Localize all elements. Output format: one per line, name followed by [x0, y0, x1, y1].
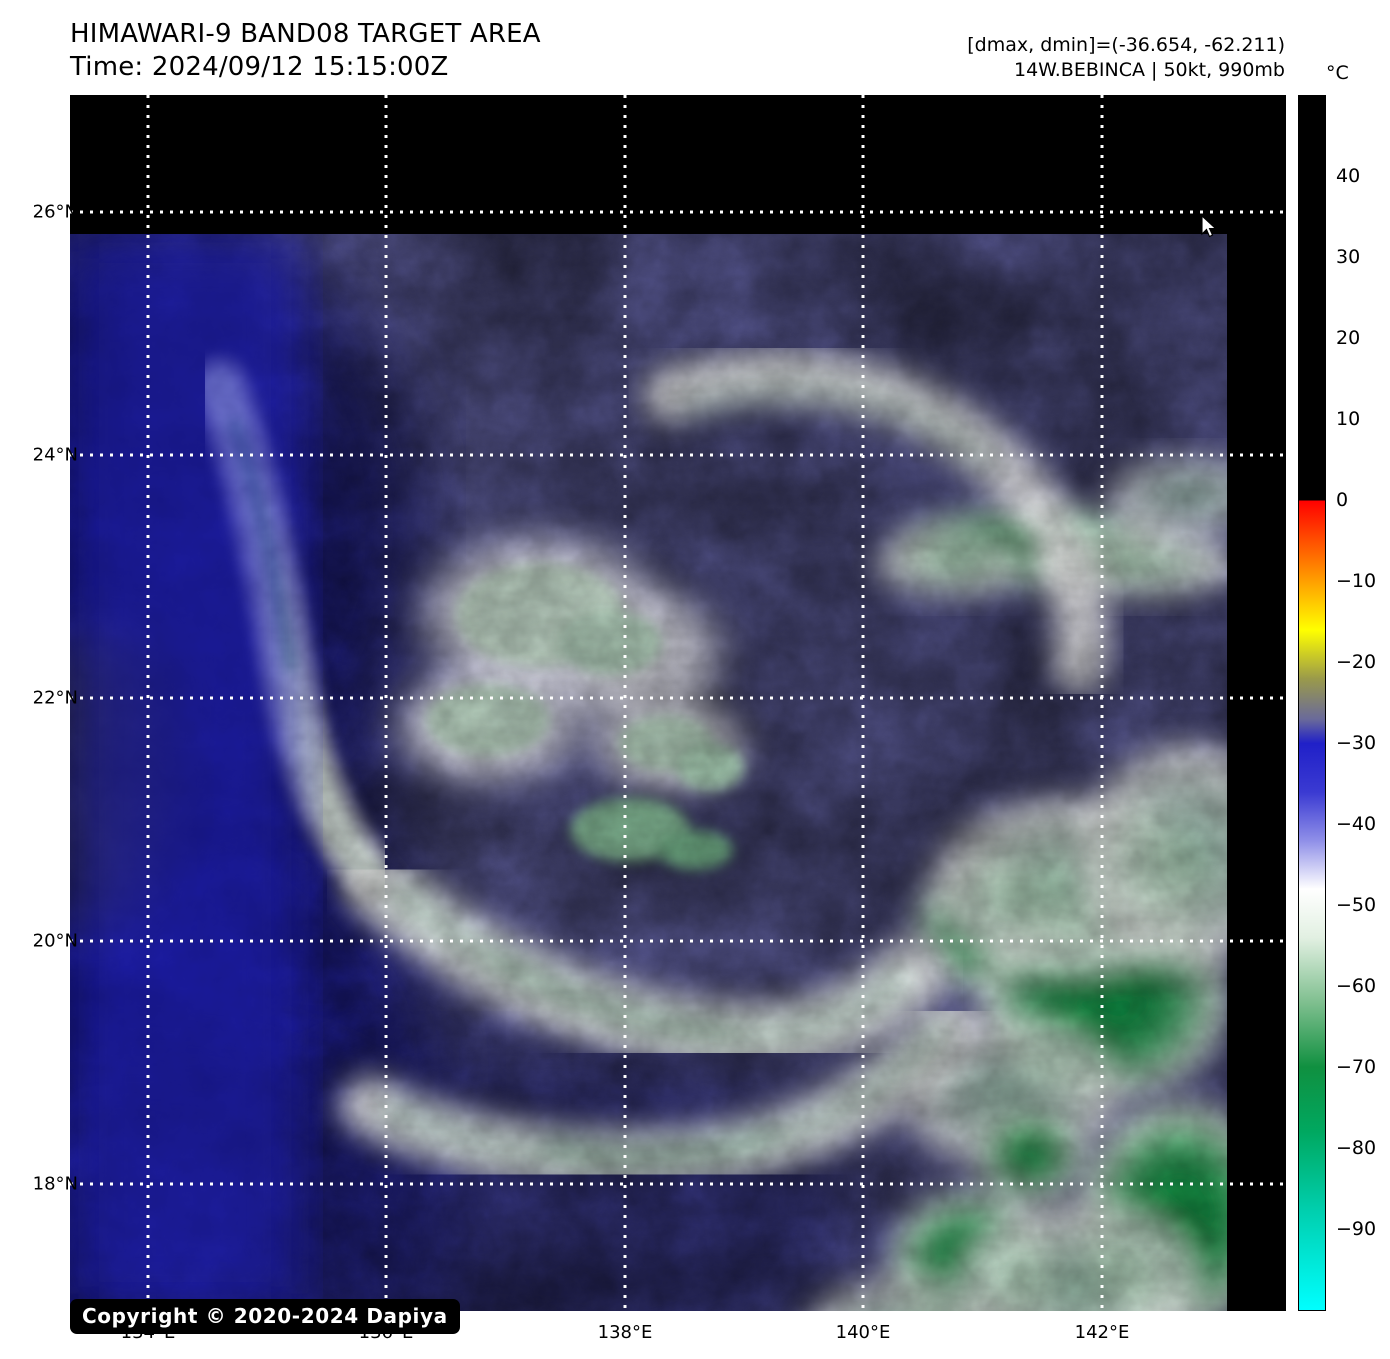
cbtick-m40: −40 — [1336, 813, 1377, 835]
cbtick-m90: −90 — [1336, 1218, 1377, 1240]
timestamp-label: Time: 2024/09/12 15:15:00Z — [70, 52, 449, 82]
dmax-dmin-label: [dmax, dmin]=(-36.654, -62.211) — [967, 34, 1285, 56]
mouse-pointer-icon — [1201, 215, 1217, 238]
cbtick-20: 20 — [1336, 327, 1361, 349]
cbtick-m10: −10 — [1336, 570, 1377, 592]
cbtick-0: 0 — [1336, 489, 1349, 511]
satellite-raster — [70, 95, 1286, 1311]
ytick-18n: 18°N — [32, 1173, 78, 1195]
cbtick-40: 40 — [1336, 165, 1361, 187]
xtick-138e: 138°E — [597, 1322, 653, 1343]
colorbar[interactable] — [1298, 95, 1326, 1311]
colorbar-unit-label: °C — [1326, 62, 1349, 84]
ytick-22n: 22°N — [32, 687, 78, 709]
cbtick-30: 30 — [1336, 246, 1361, 268]
cbtick-m50: −50 — [1336, 894, 1377, 916]
storm-info-label: 14W.BEBINCA | 50kt, 990mb — [1013, 59, 1285, 81]
satellite-image-plot[interactable] — [70, 95, 1286, 1311]
colorbar-gradient — [1299, 96, 1325, 1310]
xtick-142e: 142°E — [1074, 1322, 1130, 1343]
header-title-block: HIMAWARI-9 BAND08 TARGET AREA Time: 2024… — [70, 18, 541, 84]
map-gridlines — [70, 95, 1286, 1311]
cbtick-m60: −60 — [1336, 975, 1377, 997]
cbtick-m80: −80 — [1336, 1137, 1377, 1159]
ytick-26n: 26°N — [32, 201, 78, 223]
cbtick-m30: −30 — [1336, 732, 1377, 754]
ytick-20n: 20°N — [32, 930, 78, 952]
header-meta-block: [dmax, dmin]=(-36.654, -62.211) 14W.BEBI… — [967, 33, 1285, 83]
xtick-140e: 140°E — [835, 1322, 891, 1343]
cbtick-m20: −20 — [1336, 651, 1377, 673]
cbtick-10: 10 — [1336, 408, 1361, 430]
page-title: HIMAWARI-9 BAND08 TARGET AREA — [70, 19, 541, 49]
copyright-badge: Copyright © 2020-2024 Dapiya — [70, 1299, 460, 1334]
ytick-24n: 24°N — [32, 444, 78, 466]
cbtick-m70: −70 — [1336, 1056, 1377, 1078]
